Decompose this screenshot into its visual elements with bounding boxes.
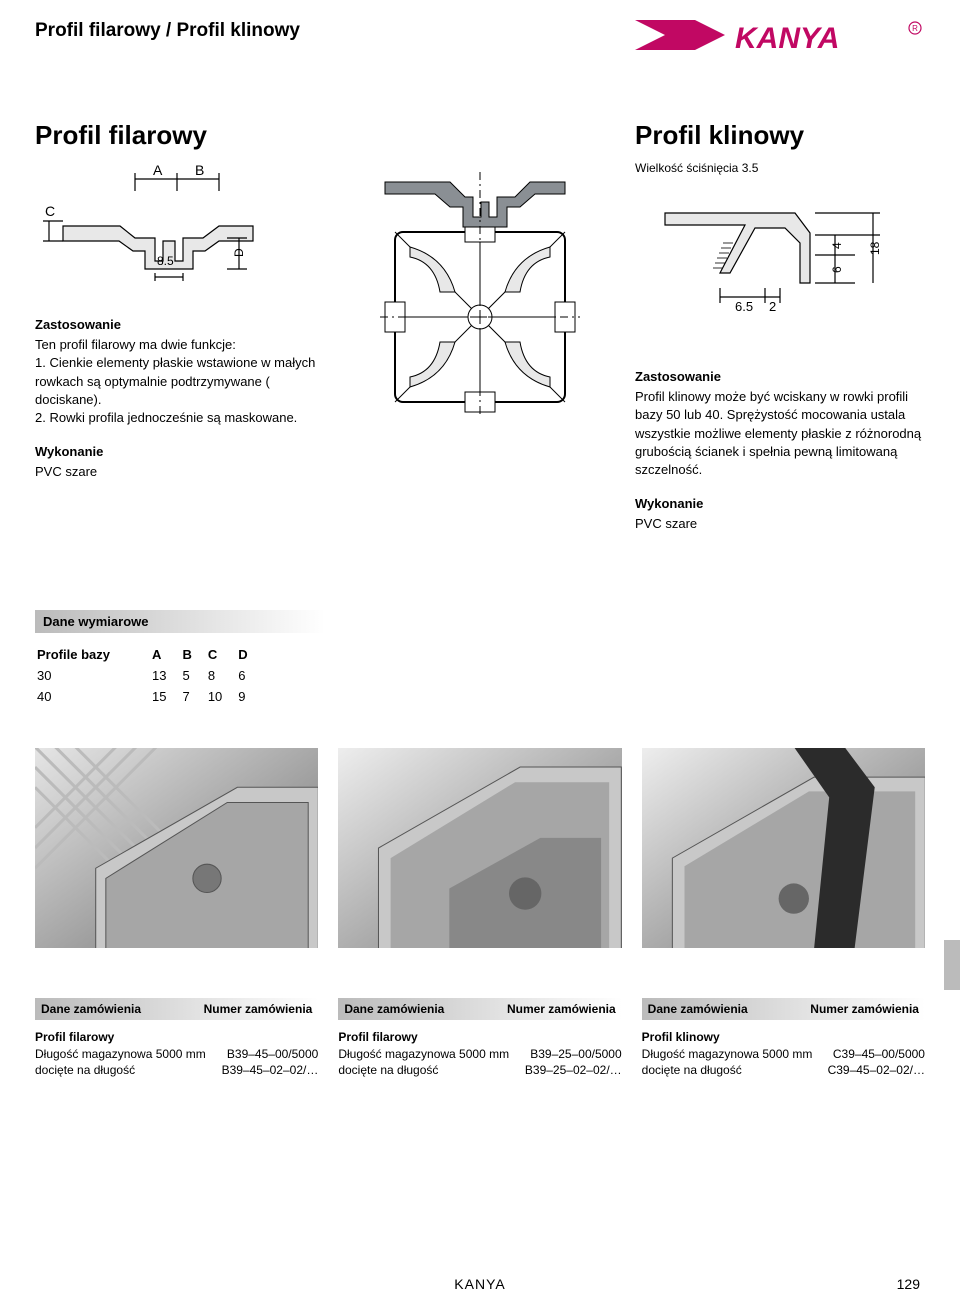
order-header-right: Numer zamówienia xyxy=(204,1002,313,1016)
order-row: Dane zamówienia Numer zamówienia Profil … xyxy=(35,998,925,1080)
dim-col-2: B xyxy=(182,645,205,664)
page-footer: KANYA 129 xyxy=(0,1276,960,1292)
dim-B: B xyxy=(195,162,204,178)
mid-column xyxy=(355,120,605,550)
left-title: Profil filarowy xyxy=(35,120,325,151)
dim-col-1: A xyxy=(152,645,180,664)
order-header-left: Dane zamówienia xyxy=(344,1002,444,1016)
dim-C: C xyxy=(45,203,55,219)
product-photo-3 xyxy=(642,748,925,948)
dim-8-5: 8.5 xyxy=(157,254,174,268)
dim-col-4: D xyxy=(238,645,261,664)
table-row: 40 15 7 10 9 xyxy=(37,687,262,706)
order-block-3: Dane zamówienia Numer zamówienia Profil … xyxy=(642,998,925,1080)
dim-D: D xyxy=(232,248,246,257)
dim-col-0: Profile bazy xyxy=(37,645,150,664)
order-name-3: Profil klinowy xyxy=(642,1030,925,1044)
order-line: docięte na długośćC39–45–02–02/… xyxy=(642,1062,925,1079)
table-row: 30 13 5 8 6 xyxy=(37,666,262,685)
order-header: Dane zamówienia Numer zamówienia xyxy=(338,998,621,1020)
dim-18: 18 xyxy=(868,241,882,255)
right-title: Profil klinowy xyxy=(635,120,925,151)
left-exec: Wykonanie PVC szare xyxy=(35,443,325,481)
order-block-2: Dane zamówienia Numer zamówienia Profil … xyxy=(338,998,621,1080)
right-diagram: 6.5 2 6 4 18 xyxy=(635,183,925,338)
dim-section: Dane wymiarowe Profile bazy A B C D 30 1… xyxy=(35,610,925,708)
order-header-left: Dane zamówienia xyxy=(41,1002,141,1016)
order-line: Długość magazynowa 5000 mmB39–25–00/5000 xyxy=(338,1046,621,1063)
mid-diagram xyxy=(355,162,605,427)
dim-2: 2 xyxy=(769,299,776,314)
dim-6: 6 xyxy=(830,266,844,273)
product-photo-1 xyxy=(35,748,318,948)
right-column: Profil klinowy Wielkość ściśnięcia 3.5 xyxy=(635,120,925,550)
page-header: Profil filarowy / Profil klinowy KANYA R xyxy=(35,20,925,60)
order-header-left: Dane zamówienia xyxy=(648,1002,748,1016)
order-block-1: Dane zamówienia Numer zamówienia Profil … xyxy=(35,998,318,1080)
footer-page: 129 xyxy=(897,1276,920,1292)
header-title: Profil filarowy / Profil klinowy xyxy=(35,20,300,42)
order-line: docięte na długośćB39–45–02–02/… xyxy=(35,1062,318,1079)
order-header-right: Numer zamówienia xyxy=(507,1002,616,1016)
dim-4: 4 xyxy=(830,242,844,249)
left-exec-text: PVC szare xyxy=(35,464,97,479)
svg-text:R: R xyxy=(912,24,918,33)
order-header: Dane zamówienia Numer zamówienia xyxy=(642,998,925,1020)
right-app-text: Profil klinowy może być wciskany w rowki… xyxy=(635,389,921,477)
right-sublabel: Wielkość ściśnięcia 3.5 xyxy=(635,161,925,175)
order-line: docięte na długośćB39–25–02–02/… xyxy=(338,1062,621,1079)
order-header-right: Numer zamówienia xyxy=(810,1002,919,1016)
order-line: Długość magazynowa 5000 mmC39–45–00/5000 xyxy=(642,1046,925,1063)
left-app-heading: Zastosowanie xyxy=(35,316,325,334)
left-column: Profil filarowy A B xyxy=(35,120,325,550)
right-exec: Wykonanie PVC szare xyxy=(635,495,925,533)
svg-text:KANYA: KANYA xyxy=(735,22,839,55)
dim-heading: Dane wymiarowe xyxy=(35,610,325,633)
dim-table: Profile bazy A B C D 30 13 5 8 6 40 15 7 xyxy=(35,643,264,708)
order-name-2: Profil filarowy xyxy=(338,1030,621,1044)
right-app-heading: Zastosowanie xyxy=(635,368,925,386)
dim-A: A xyxy=(153,162,163,178)
left-exec-heading: Wykonanie xyxy=(35,443,325,461)
left-app-text: Ten profil filarowy ma dwie funkcje: 1. … xyxy=(35,337,315,425)
top-content-row: Profil filarowy A B xyxy=(35,120,925,550)
right-exec-text: PVC szare xyxy=(635,516,697,531)
footer-brand: KANYA xyxy=(454,1276,505,1292)
photo-row xyxy=(35,748,925,948)
product-photo-2 xyxy=(338,748,621,948)
order-header: Dane zamówienia Numer zamówienia xyxy=(35,998,318,1020)
order-line: Długość magazynowa 5000 mmB39–45–00/5000 xyxy=(35,1046,318,1063)
dim-col-3: C xyxy=(208,645,236,664)
right-exec-heading: Wykonanie xyxy=(635,495,925,513)
kanya-logo: KANYA R xyxy=(635,20,925,60)
right-app: Zastosowanie Profil klinowy może być wci… xyxy=(635,368,925,479)
dim-6-5: 6.5 xyxy=(735,299,753,314)
side-tab xyxy=(944,940,960,990)
order-name-1: Profil filarowy xyxy=(35,1030,318,1044)
left-diagram: A B C D xyxy=(35,161,325,286)
left-app: Zastosowanie Ten profil filarowy ma dwie… xyxy=(35,316,325,427)
